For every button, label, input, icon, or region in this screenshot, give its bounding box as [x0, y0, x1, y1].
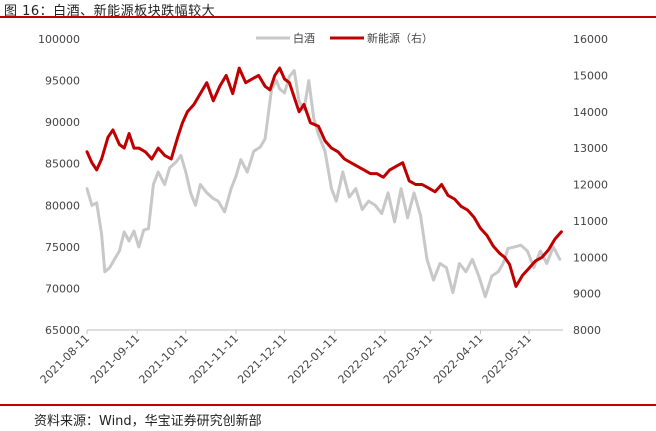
x-tick-label: 2021-10-11: [136, 332, 190, 386]
x-tick-label: 2021-08-11: [38, 332, 92, 386]
y-right-tick-label: 10000: [573, 251, 608, 264]
series-line: [85, 69, 562, 299]
y-right-tick-label: 12000: [573, 179, 608, 192]
x-tick-label: 2021-09-11: [88, 332, 142, 386]
figure-title: 图 16：白酒、新能源板块跌幅较大: [4, 4, 216, 19]
y-right-tick-label: 16000: [573, 33, 608, 46]
x-tick-label: 2022-05-11: [480, 332, 534, 386]
lines: [85, 66, 563, 299]
y-left-tick-label: 85000: [45, 158, 80, 171]
x-tick-label: 2022-03-11: [381, 332, 435, 386]
y-left-tick-label: 65000: [45, 324, 80, 337]
top-rule: [0, 16, 656, 18]
bottom-rule: [0, 404, 656, 406]
y-right-tick-label: 8000: [573, 324, 601, 337]
series-line: [85, 66, 563, 288]
x-tick-label: 2021-11-11: [187, 332, 241, 386]
y-right-tick-label: 14000: [573, 106, 608, 119]
y-right-tick-label: 15000: [573, 69, 608, 82]
y-right-tick-label: 13000: [573, 142, 608, 155]
axes: 100000 95000 90000 85000 80000 75000 70000 6500…: [38, 33, 608, 386]
y-left-tick-label: 70000: [45, 282, 80, 295]
y-left-tick-label: 95000: [45, 75, 80, 88]
y-left-tick-label: 100000: [38, 33, 80, 46]
y-left-tick-label: 90000: [45, 116, 80, 129]
y-right-tick-label: 9000: [573, 288, 601, 301]
y-left-tick-label: 80000: [45, 199, 80, 212]
source-note: 资料来源：Wind，华宝证券研究创新部: [34, 414, 262, 429]
y-left-tick-label: 75000: [45, 241, 80, 254]
legend-label: 新能源（右）: [367, 31, 433, 45]
x-tick-label: 2021-12-11: [235, 332, 289, 386]
legend: 白酒 新能源（右）: [256, 31, 433, 45]
x-tick-label: 2022-01-11: [285, 332, 339, 386]
legend-label: 白酒: [293, 31, 315, 45]
y-right-tick-label: 11000: [573, 215, 608, 228]
x-tick-label: 2022-04-11: [431, 332, 485, 386]
